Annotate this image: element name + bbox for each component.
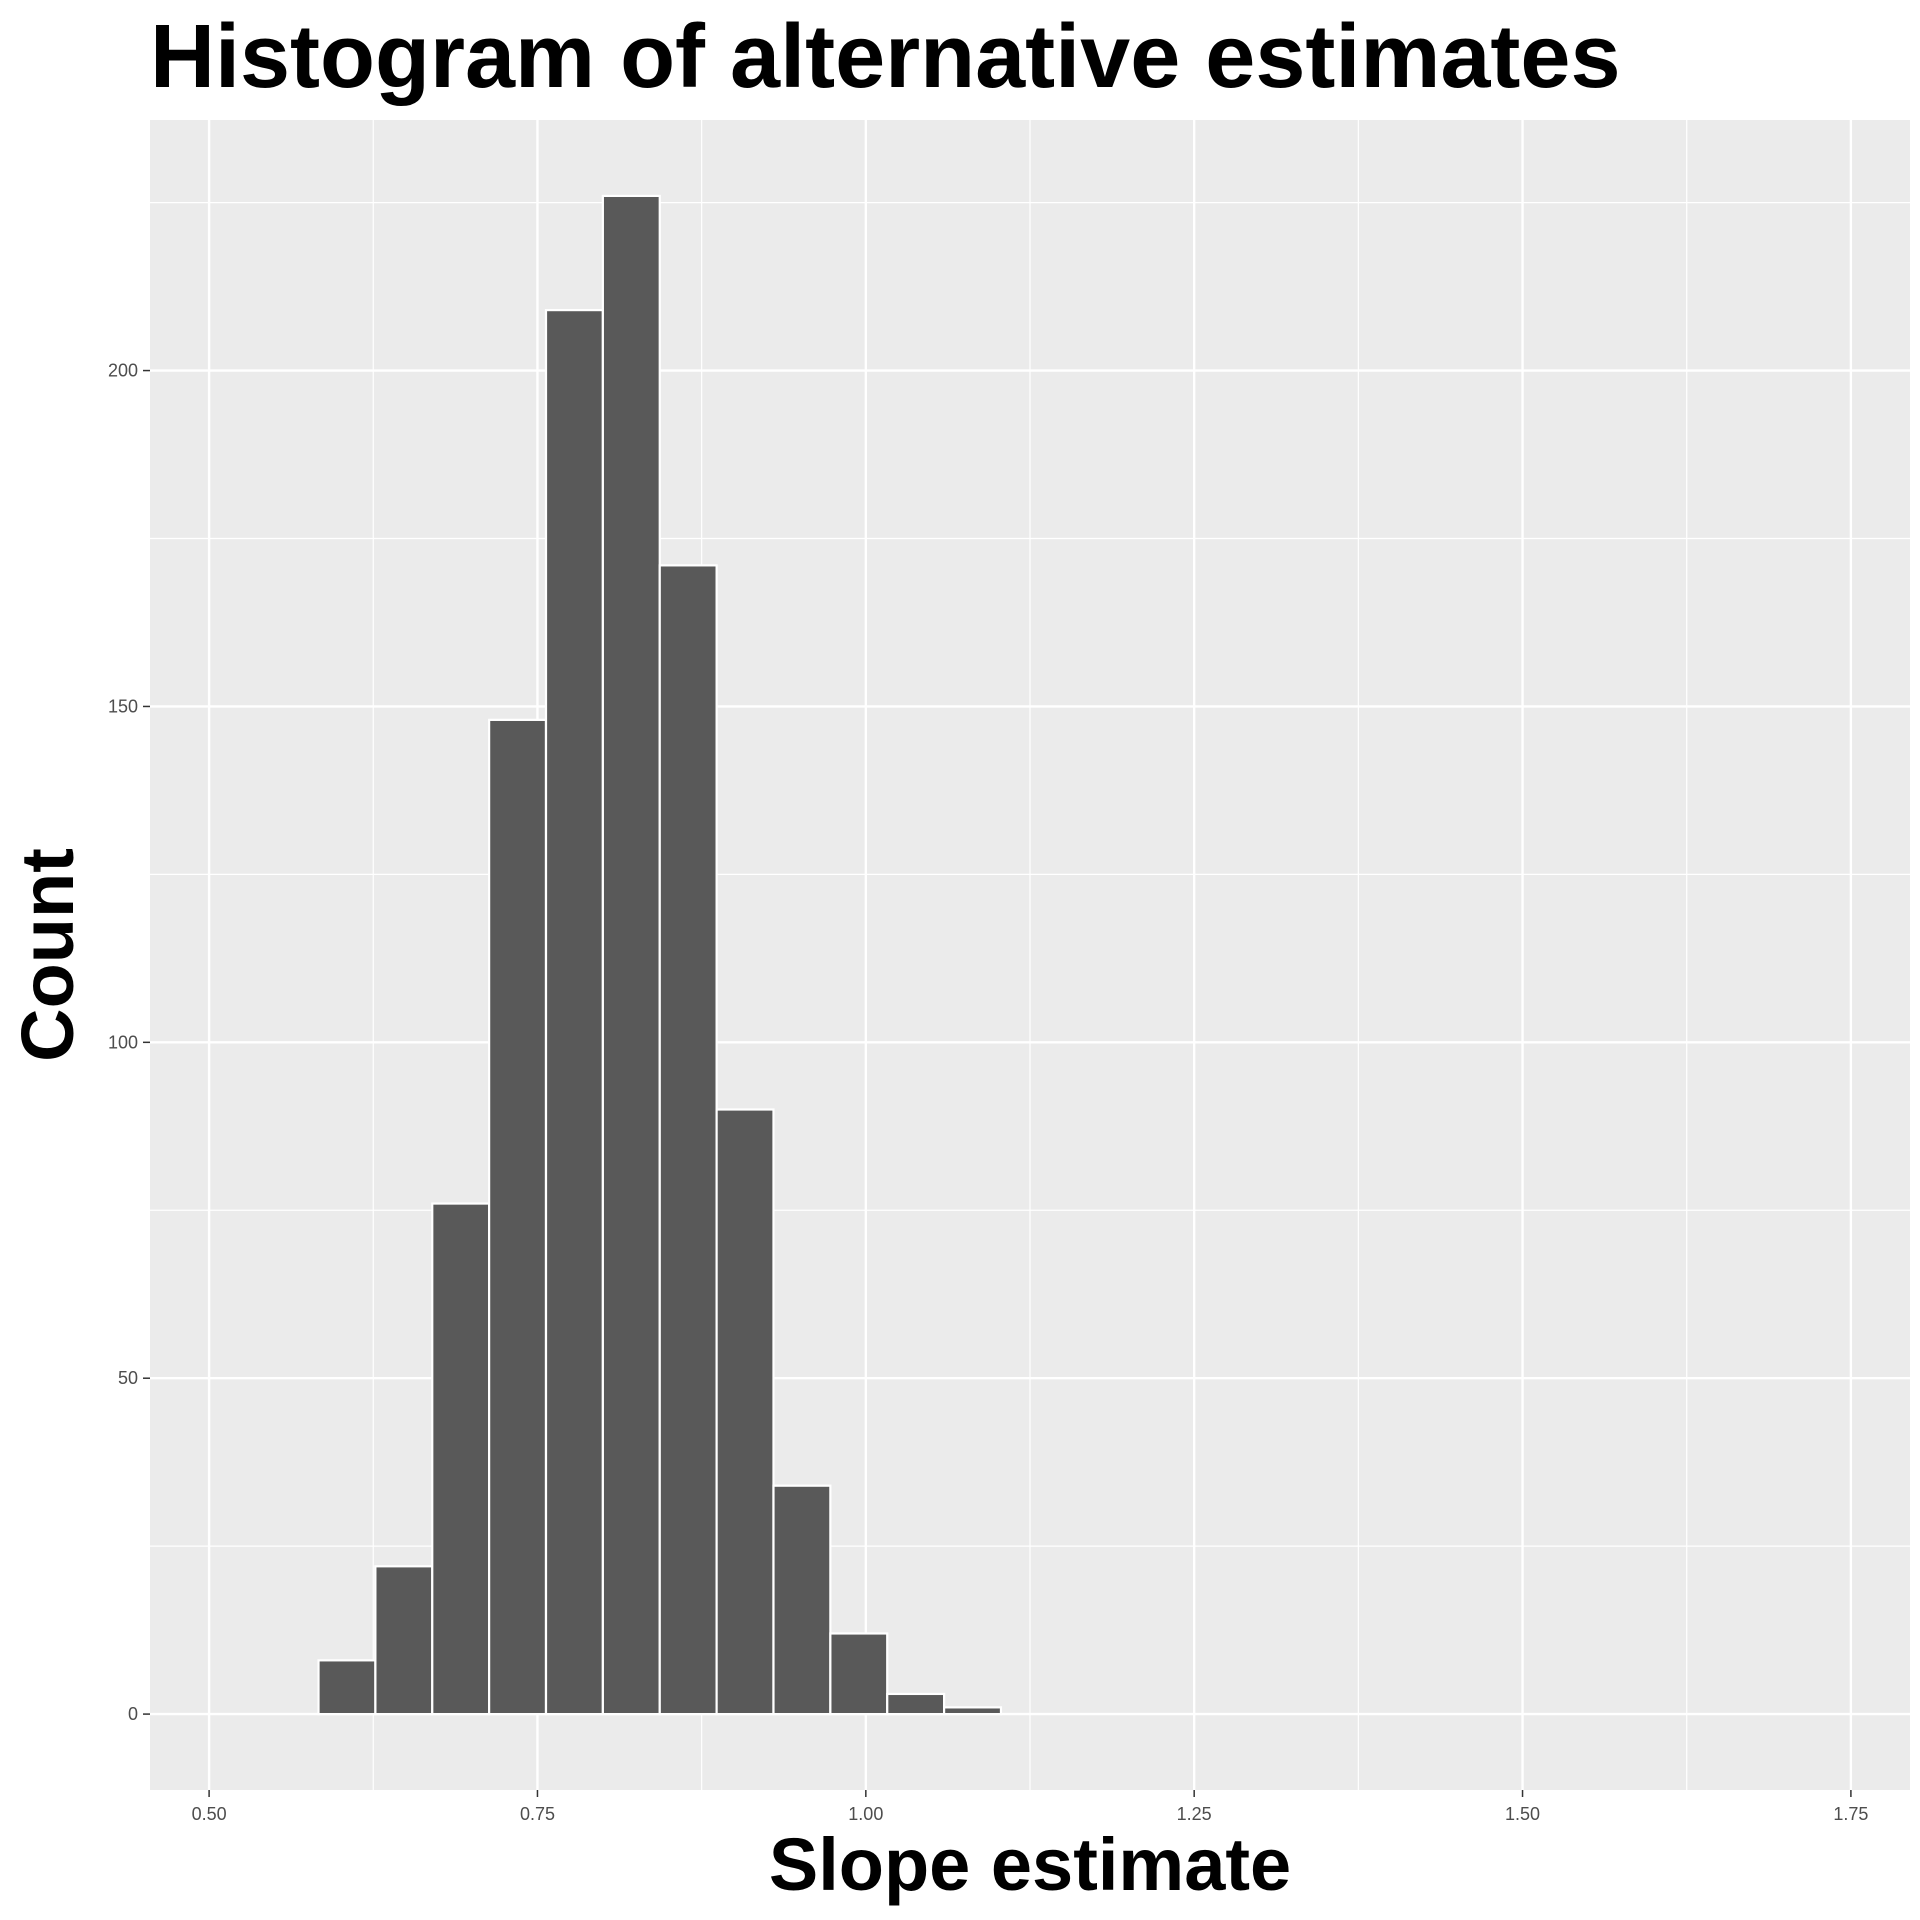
y-axis: 0 50 100 150 200 <box>108 361 150 1724</box>
histogram-bar <box>544 309 604 1716</box>
histogram-bar <box>658 564 718 1716</box>
x-tick-label: 1.75 <box>1833 1804 1868 1824</box>
x-axis-label: Slope estimate <box>769 1823 1291 1906</box>
x-axis: 0.50 0.75 1.00 1.25 1.50 1.75 <box>192 1790 1868 1824</box>
histogram-bar <box>715 1108 775 1716</box>
histogram-bar <box>829 1632 889 1716</box>
chart-title: Histogram of alternative estimates <box>150 7 1621 107</box>
y-tick-label: 150 <box>108 696 138 716</box>
y-axis-label: Count <box>6 848 89 1062</box>
y-tick-label: 0 <box>128 1704 138 1724</box>
y-tick-label: 100 <box>108 1032 138 1052</box>
x-tick-label: 0.50 <box>192 1804 227 1824</box>
grid-lines <box>150 120 1910 1790</box>
histogram-bar <box>317 1659 377 1716</box>
histogram-bars <box>317 194 1003 1716</box>
histogram-bar <box>886 1692 946 1716</box>
x-tick-label: 0.75 <box>520 1804 555 1824</box>
histogram-bar <box>943 1706 1003 1716</box>
histogram-bar <box>488 718 548 1716</box>
y-tick-label: 50 <box>118 1368 138 1388</box>
x-tick-label: 1.00 <box>848 1804 883 1824</box>
x-tick-label: 1.50 <box>1505 1804 1540 1824</box>
y-tick-label: 200 <box>108 361 138 381</box>
histogram-bar <box>374 1565 434 1716</box>
histogram-bar <box>601 194 661 1716</box>
histogram-bar <box>431 1202 491 1716</box>
x-tick-label: 1.25 <box>1177 1804 1212 1824</box>
histogram-bar <box>772 1484 832 1716</box>
